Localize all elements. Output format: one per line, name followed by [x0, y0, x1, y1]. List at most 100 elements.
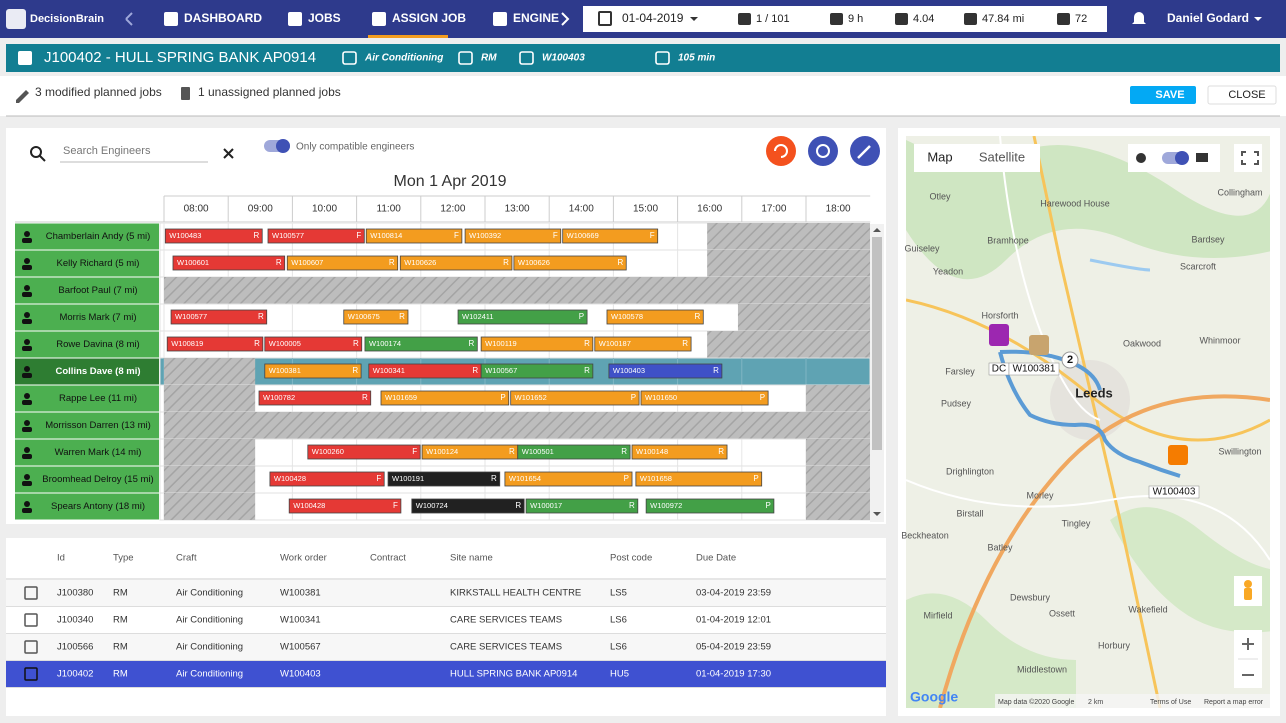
task-bar[interactable]	[267, 228, 365, 244]
engineer-cell[interactable]	[15, 466, 159, 493]
task-bar[interactable]	[631, 444, 728, 460]
task-bar[interactable]	[307, 444, 421, 460]
task-bar[interactable]	[288, 498, 402, 514]
close-label[interactable]: CLOSE	[1228, 89, 1265, 101]
engineer-cell[interactable]	[15, 385, 159, 412]
task-bar[interactable]	[562, 228, 659, 244]
nav-item[interactable]: JOBS	[308, 11, 341, 25]
nav-item[interactable]: ENGINE	[513, 11, 559, 25]
task-bar[interactable]	[608, 363, 723, 379]
table-row[interactable]	[6, 607, 886, 633]
scrollbar-thumb[interactable]	[872, 237, 882, 450]
job-marker[interactable]	[1029, 335, 1049, 355]
task-bar[interactable]	[269, 471, 385, 487]
engineer-cell[interactable]	[15, 331, 159, 358]
notifications-icon[interactable]	[1132, 12, 1146, 24]
engineer-name[interactable]: Warren Mark (14 mi)	[55, 447, 142, 458]
engineer-cell[interactable]	[15, 493, 159, 520]
task-bar[interactable]	[504, 471, 633, 487]
engineer-name[interactable]: Chamberlain Andy (5 mi)	[46, 231, 151, 242]
row-checkbox[interactable]	[24, 667, 38, 681]
task-bar[interactable]	[164, 228, 263, 244]
nav-prev[interactable]	[125, 12, 133, 26]
task-bar[interactable]	[525, 498, 639, 514]
task-bar[interactable]	[480, 336, 594, 352]
engineer-name[interactable]: Collins Dave (8 mi)	[56, 366, 141, 377]
engineer-name[interactable]: Kelly Richard (5 mi)	[57, 258, 140, 269]
save-label[interactable]: SAVE	[1155, 89, 1184, 101]
task-bar[interactable]	[365, 228, 463, 244]
nav-next[interactable]	[561, 12, 570, 26]
task-bar[interactable]	[166, 336, 264, 352]
task-bar[interactable]	[264, 336, 363, 352]
engineer-name[interactable]: Morris Mark (7 mi)	[59, 312, 136, 323]
save-button[interactable]	[1130, 86, 1196, 104]
map-terms[interactable]: Terms of Use	[1150, 699, 1191, 706]
engineer-name[interactable]: Broomhead Delroy (15 mi)	[42, 474, 153, 485]
date-dropdown[interactable]	[690, 17, 698, 21]
fullscreen-button[interactable]	[1234, 144, 1262, 172]
map-report[interactable]: Report a map error	[1204, 699, 1264, 706]
job-marker-selected[interactable]	[1168, 445, 1188, 465]
marker-label[interactable]: DC	[992, 364, 1006, 375]
nav-item[interactable]: ASSIGN JOB	[392, 11, 466, 25]
task-bar[interactable]	[606, 309, 704, 325]
layer-toggle-knob[interactable]	[1175, 151, 1189, 165]
task-bar[interactable]	[387, 471, 501, 487]
task-bar[interactable]	[457, 309, 588, 325]
task-bar[interactable]	[517, 444, 631, 460]
close-button[interactable]	[1207, 85, 1277, 105]
task-bar[interactable]	[286, 255, 399, 271]
task-bar[interactable]	[411, 498, 525, 514]
row-checkbox[interactable]	[24, 640, 38, 654]
engineer-cell[interactable]	[15, 304, 159, 331]
date-picker[interactable]: 01-04-2019	[622, 11, 684, 25]
table-row[interactable]	[6, 661, 886, 687]
engineer-name[interactable]: Spears Antony (18 mi)	[51, 501, 145, 512]
task-bar[interactable]	[513, 255, 627, 271]
user-menu[interactable]	[1254, 17, 1262, 21]
table-row[interactable]	[6, 580, 886, 606]
task-bar[interactable]	[399, 255, 513, 271]
user-name[interactable]: Daniel Godard	[1167, 11, 1249, 25]
task-bar[interactable]	[640, 390, 769, 406]
task-bar[interactable]	[594, 336, 692, 352]
engineer-cell[interactable]	[15, 223, 159, 250]
task-bar[interactable]	[343, 309, 409, 325]
search-input[interactable]: Search Engineers	[63, 145, 151, 157]
undo-button[interactable]	[766, 136, 796, 166]
map-tab[interactable]: Map	[927, 149, 952, 164]
engineer-name[interactable]: Morrisson Darren (13 mi)	[45, 420, 151, 431]
engineer-cell[interactable]	[15, 439, 159, 466]
toggle-knob[interactable]	[276, 139, 290, 153]
engineer-name[interactable]: Rowe Davina (8 mi)	[56, 339, 139, 350]
task-bar[interactable]	[510, 390, 640, 406]
marker-label[interactable]: 2	[1067, 354, 1073, 366]
engineer-cell[interactable]	[15, 412, 159, 439]
map-tab[interactable]: Satellite	[979, 149, 1025, 164]
engineer-cell[interactable]	[15, 358, 159, 385]
task-bar[interactable]	[364, 336, 478, 352]
task-bar[interactable]	[170, 309, 268, 325]
task-bar[interactable]	[645, 498, 775, 514]
task-bar[interactable]	[635, 471, 763, 487]
cluster-marker[interactable]	[1061, 351, 1079, 369]
task-bar[interactable]	[380, 390, 510, 406]
engineer-cell[interactable]	[15, 277, 159, 304]
marker-label[interactable]: W100403	[1153, 487, 1196, 498]
clear-search[interactable]	[223, 148, 234, 159]
engineer-marker[interactable]	[989, 324, 1009, 346]
row-checkbox[interactable]	[24, 586, 38, 600]
row-checkbox[interactable]	[24, 613, 38, 627]
table-row[interactable]	[6, 634, 886, 660]
task-bar[interactable]	[464, 228, 562, 244]
task-bar[interactable]	[172, 255, 286, 271]
task-bar[interactable]	[480, 363, 594, 379]
marker-label[interactable]: W100381	[1013, 364, 1056, 375]
engineer-name[interactable]: Rappe Lee (11 mi)	[59, 393, 137, 404]
task-bar[interactable]	[258, 390, 372, 406]
engineer-cell[interactable]	[15, 250, 159, 277]
refresh-button[interactable]	[808, 136, 838, 166]
nav-item[interactable]: DASHBOARD	[184, 11, 262, 25]
engineer-name[interactable]: Barfoot Paul (7 mi)	[58, 285, 137, 296]
